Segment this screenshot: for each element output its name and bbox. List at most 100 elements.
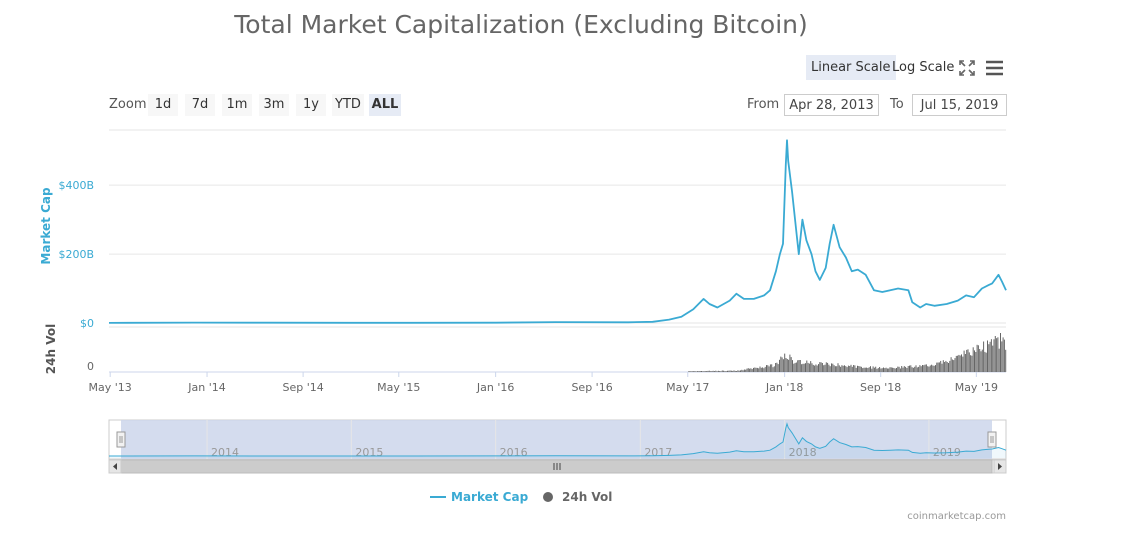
range-from-input[interactable]: Apr 28, 2013 bbox=[784, 94, 879, 116]
volume-bar bbox=[738, 370, 740, 372]
volume-bar bbox=[862, 368, 864, 372]
volume-bar bbox=[819, 362, 821, 372]
volume-bar bbox=[805, 363, 806, 372]
navigator-year-label: 2018 bbox=[789, 446, 817, 459]
volume-bar bbox=[834, 366, 836, 372]
volume-bar bbox=[690, 371, 692, 372]
volume-bar bbox=[870, 366, 871, 372]
volume-bar bbox=[933, 365, 935, 372]
volume-bar bbox=[1000, 333, 1001, 372]
y-tick-label: $200B bbox=[58, 248, 94, 261]
zoom-1m-button[interactable]: 1m bbox=[222, 94, 252, 116]
volume-bar bbox=[840, 366, 842, 372]
volume-bar bbox=[825, 362, 827, 372]
range-to-input[interactable]: Jul 15, 2019 bbox=[912, 94, 1007, 116]
volume-bar bbox=[914, 366, 916, 372]
volume-bar bbox=[775, 363, 777, 372]
volume-bar bbox=[745, 369, 747, 372]
zoom-all-button[interactable]: ALL bbox=[369, 94, 401, 116]
volume-bar bbox=[714, 371, 715, 372]
market-cap-line bbox=[108, 139, 1007, 324]
volume-bar bbox=[951, 359, 953, 372]
hamburger-menu-icon[interactable] bbox=[983, 57, 1005, 79]
volume-bar bbox=[816, 365, 818, 372]
volume-bar bbox=[886, 368, 888, 372]
navigator-selection bbox=[121, 420, 992, 459]
volume-bar bbox=[845, 366, 847, 372]
volume-bar bbox=[880, 368, 882, 372]
volume-bar bbox=[901, 366, 903, 372]
volume-bar bbox=[760, 367, 762, 372]
range-to-label: To bbox=[890, 97, 904, 112]
volume-bar bbox=[860, 366, 862, 372]
volume-bar bbox=[797, 360, 799, 372]
volume-bar bbox=[698, 371, 700, 372]
volume-bar bbox=[784, 353, 786, 372]
volume-bar bbox=[916, 367, 918, 372]
volume-bar bbox=[979, 349, 981, 372]
volume-bar bbox=[971, 355, 973, 372]
volume-bar bbox=[975, 352, 977, 372]
volume-bar bbox=[962, 356, 964, 372]
volume-bar bbox=[824, 364, 826, 372]
log-scale-button[interactable]: Log Scale bbox=[892, 60, 955, 75]
volume-bar bbox=[806, 360, 808, 372]
volume-bar bbox=[702, 371, 704, 372]
volume-bar bbox=[854, 365, 856, 372]
volume-bar bbox=[928, 366, 930, 372]
volume-bar bbox=[876, 368, 878, 372]
volume-bar bbox=[919, 365, 921, 372]
volume-bar bbox=[767, 365, 769, 372]
chart-title: Total Market Capitalization (Excluding B… bbox=[234, 10, 808, 39]
volume-bar bbox=[888, 368, 890, 372]
volume-bar bbox=[708, 370, 710, 372]
navigator-line bbox=[108, 422, 1007, 457]
volume-bar bbox=[732, 370, 734, 372]
legend-item-volume[interactable]: 24h Vol bbox=[543, 490, 612, 504]
volume-bar bbox=[922, 365, 923, 372]
volume-bar bbox=[799, 360, 801, 372]
fullscreen-icon[interactable] bbox=[956, 57, 978, 79]
volume-bar bbox=[831, 363, 832, 372]
zoom-3m-button[interactable]: 3m bbox=[259, 94, 289, 116]
zoom-1y-button[interactable]: 1y bbox=[296, 94, 326, 116]
volume-bar bbox=[932, 365, 934, 372]
volume-bar bbox=[981, 349, 983, 372]
volume-bar bbox=[893, 368, 895, 372]
volume-bar bbox=[695, 371, 697, 372]
zoom-1d-button[interactable]: 1d bbox=[148, 94, 178, 116]
volume-bar bbox=[985, 352, 987, 372]
volume-bar bbox=[883, 367, 884, 372]
navigator-left-handle[interactable] bbox=[116, 431, 126, 448]
zoom-ytd-button[interactable]: YTD bbox=[332, 94, 364, 116]
legend-label-market-cap: Market Cap bbox=[451, 490, 529, 504]
volume-bar bbox=[872, 366, 874, 372]
volume-bar bbox=[712, 370, 714, 372]
volume-bar bbox=[938, 362, 940, 372]
volume-bar bbox=[945, 360, 947, 372]
volume-bar bbox=[959, 355, 961, 372]
volume-bar bbox=[868, 367, 870, 372]
zoom-label: Zoom bbox=[109, 97, 147, 112]
volume-bar bbox=[925, 364, 927, 372]
volume-bar bbox=[808, 363, 810, 372]
volume-bar bbox=[711, 371, 713, 372]
volume-bar bbox=[894, 368, 896, 372]
volume-bar bbox=[733, 370, 735, 372]
zoom-7d-button[interactable]: 7d bbox=[185, 94, 215, 116]
legend-item-market-cap[interactable]: Market Cap bbox=[430, 490, 529, 504]
volume-bar bbox=[958, 354, 960, 372]
volume-bar bbox=[940, 360, 942, 372]
volume-bar bbox=[694, 371, 696, 372]
volume-bar bbox=[1005, 349, 1007, 372]
linear-scale-button[interactable]: Linear Scale bbox=[806, 55, 896, 80]
navigator-scrollbar[interactable] bbox=[108, 459, 1007, 474]
x-tick-label: Jan '18 bbox=[765, 381, 803, 394]
volume-bar bbox=[968, 352, 970, 372]
y-tick-label: $0 bbox=[80, 317, 94, 330]
volume-bar bbox=[924, 364, 926, 372]
credit-link[interactable]: coinmarketcap.com bbox=[907, 511, 1006, 522]
navigator-right-handle[interactable] bbox=[987, 431, 997, 448]
volume-bar bbox=[725, 371, 727, 372]
volume-bar bbox=[837, 363, 839, 372]
